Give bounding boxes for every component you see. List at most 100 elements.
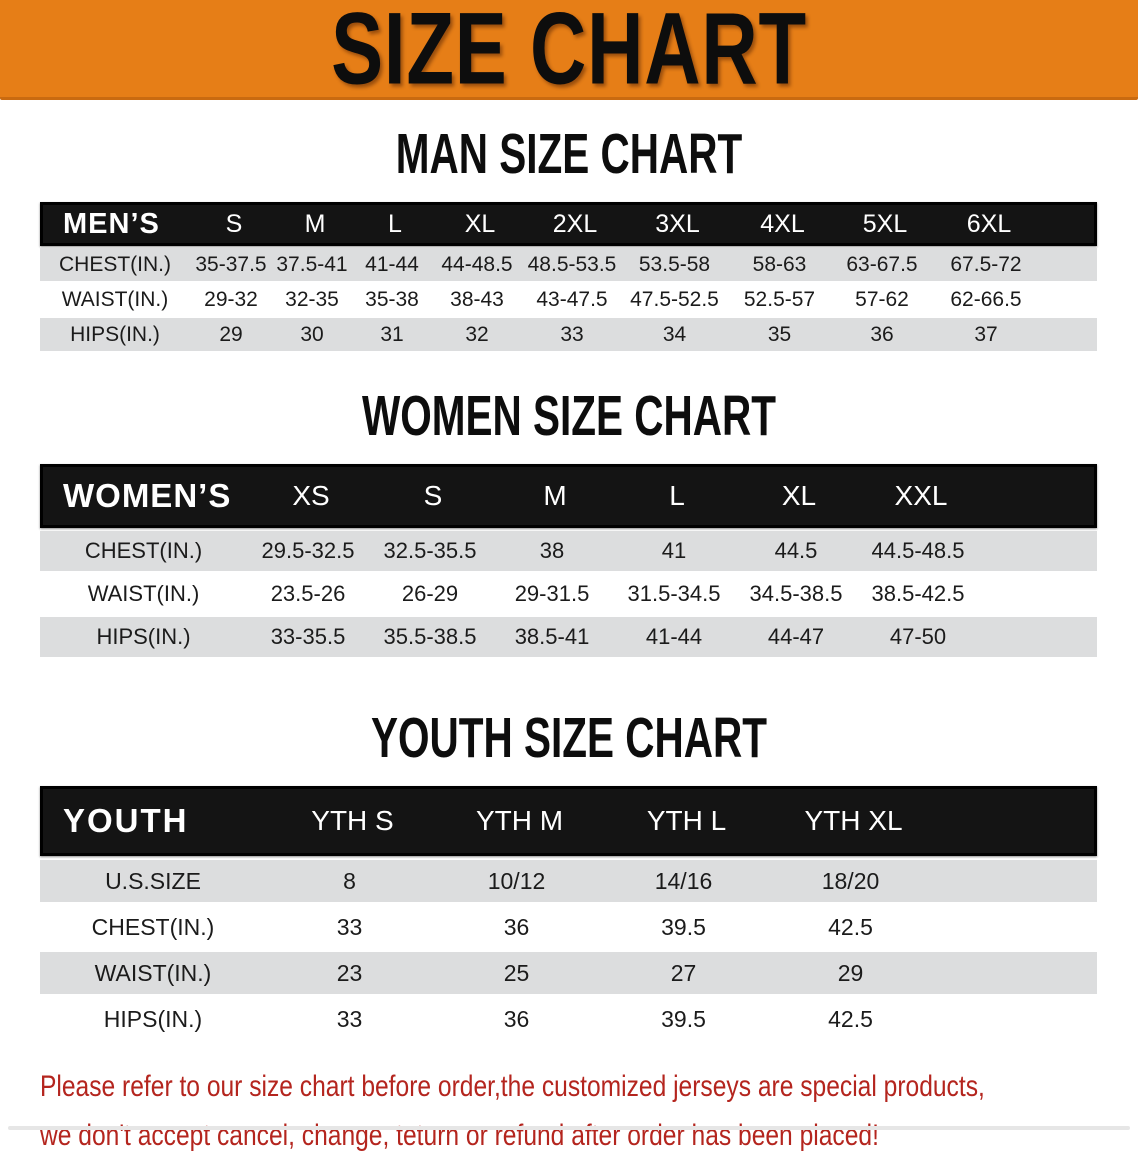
value-cell: 33 bbox=[560, 322, 584, 346]
value-cell: 42.5 bbox=[828, 1005, 873, 1032]
value-cell: 38.5-41 bbox=[514, 624, 590, 649]
size-column-header: YTH XL bbox=[804, 805, 903, 836]
value-cell: 18/20 bbox=[821, 867, 880, 894]
size-column-header: YTH L bbox=[646, 805, 727, 836]
value-cell: 44-48.5 bbox=[441, 252, 513, 276]
youth-table-corner-label: YOUTH bbox=[63, 802, 189, 839]
value-cell: 29-32 bbox=[204, 287, 258, 311]
row-label-cell: WAIST(IN.) bbox=[61, 287, 169, 311]
value-cell: 35-37.5 bbox=[195, 252, 267, 276]
bottom-divider bbox=[8, 1126, 1130, 1130]
value-cell: 44.5-48.5 bbox=[871, 538, 965, 563]
row-label-cell: CHEST(IN.) bbox=[84, 538, 203, 563]
value-cell: 36 bbox=[870, 322, 894, 346]
value-cell: 43-47.5 bbox=[536, 287, 608, 311]
youth-table-header-row: YOUTH YTH S YTH M YTH L YTH XL bbox=[40, 786, 1097, 856]
value-cell: 52.5-57 bbox=[743, 287, 816, 311]
men-table-row: HIPS(IN.) 29 30 31 32 33 34 35 36 37 bbox=[40, 318, 1097, 351]
women-size-chart-title-text: WOMEN SIZE CHART bbox=[361, 384, 776, 448]
row-label-cell: U.S.SIZE bbox=[105, 867, 201, 894]
banner-title: SIZE CHART bbox=[331, 0, 807, 106]
youth-size-table: YOUTH YTH S YTH M YTH L YTH XL U.S.SIZE 8 10/12… bbox=[40, 786, 1097, 1040]
value-cell: 34.5-38.5 bbox=[749, 581, 843, 606]
value-cell: 37 bbox=[974, 322, 998, 346]
value-cell: 29 bbox=[219, 322, 243, 346]
size-column-header: S bbox=[225, 209, 243, 238]
value-cell: 63-67.5 bbox=[846, 252, 918, 276]
size-column-header: 2XL bbox=[552, 209, 598, 238]
row-label-cell: WAIST(IN.) bbox=[94, 959, 212, 986]
value-cell: 35-38 bbox=[365, 287, 419, 311]
men-table-row: CHEST(IN.) 35-37.5 37.5-41 41-44 44-48.5 48.5… bbox=[40, 248, 1097, 281]
value-cell: 36 bbox=[503, 1005, 530, 1032]
women-table-corner-label: WOMEN’S bbox=[63, 477, 232, 514]
value-cell: 39.5 bbox=[661, 1005, 706, 1032]
size-column-header: M bbox=[304, 209, 326, 238]
value-cell: 41-44 bbox=[645, 624, 703, 649]
value-cell: 31 bbox=[380, 322, 404, 346]
size-chart-banner: SIZE CHART bbox=[0, 0, 1138, 100]
value-cell: 44.5 bbox=[774, 538, 818, 563]
women-size-chart-title: WOMEN SIZE CHART bbox=[0, 384, 1138, 448]
value-cell: 67.5-72 bbox=[950, 252, 1022, 276]
value-cell: 27 bbox=[670, 959, 697, 986]
women-table-row: HIPS(IN.) 33-35.5 35.5-38.5 38.5-41 41-44 44-… bbox=[40, 617, 1097, 657]
value-cell: 8 bbox=[343, 867, 356, 894]
value-cell: 29-31.5 bbox=[514, 581, 590, 606]
men-size-table: MEN’S S M L XL 2XL 3XL 4XL 5XL 6XL CHEST(IN.) 35-37… bbox=[40, 202, 1097, 351]
value-cell: 38 bbox=[539, 538, 565, 563]
youth-table-row: CHEST(IN.) 33 36 39.5 42.5 bbox=[40, 906, 1097, 948]
value-cell: 47-50 bbox=[889, 624, 947, 649]
value-cell: 25 bbox=[503, 959, 530, 986]
value-cell: 42.5 bbox=[828, 913, 873, 940]
row-label-cell: HIPS(IN.) bbox=[103, 1005, 203, 1032]
value-cell: 57-62 bbox=[855, 287, 909, 311]
row-label-cell: WAIST(IN.) bbox=[87, 581, 200, 606]
size-column-header: YTH S bbox=[311, 805, 394, 836]
women-size-table: WOMEN’S XS S M L XL XXL CHEST(IN.) 29.5-32.5 32.5… bbox=[40, 464, 1097, 657]
size-column-header: 6XL bbox=[966, 209, 1012, 238]
value-cell: 29 bbox=[837, 959, 864, 986]
size-column-header: M bbox=[543, 480, 567, 511]
size-column-header: YTH M bbox=[475, 805, 564, 836]
row-label-cell: CHEST(IN.) bbox=[59, 252, 171, 276]
youth-table-row: HIPS(IN.) 33 36 39.5 42.5 bbox=[40, 998, 1097, 1040]
value-cell: 29.5-32.5 bbox=[261, 538, 355, 563]
value-cell: 30 bbox=[300, 322, 324, 346]
man-size-chart-title-text: MAN SIZE CHART bbox=[395, 122, 743, 186]
value-cell: 33 bbox=[336, 913, 363, 940]
value-cell: 32.5-35.5 bbox=[383, 538, 477, 563]
men-table-header-row: MEN’S S M L XL 2XL 3XL 4XL 5XL 6XL bbox=[40, 202, 1097, 246]
youth-table-row: WAIST(IN.) 23 25 27 29 bbox=[40, 952, 1097, 994]
size-column-header: 4XL bbox=[760, 209, 805, 238]
women-table-header-row: WOMEN’S XS S M L XL XXL bbox=[40, 464, 1097, 528]
value-cell: 34 bbox=[662, 322, 687, 346]
size-column-header: XS bbox=[292, 480, 330, 511]
value-cell: 35.5-38.5 bbox=[383, 624, 477, 649]
value-cell: 26-29 bbox=[401, 581, 459, 606]
value-cell: 32-35 bbox=[285, 287, 339, 311]
value-cell: 32 bbox=[465, 322, 489, 346]
value-cell: 38-43 bbox=[450, 287, 504, 311]
youth-size-chart-title: YOUTH SIZE CHART bbox=[0, 706, 1138, 770]
value-cell: 10/12 bbox=[487, 867, 546, 894]
men-table-corner-label: MEN’S bbox=[63, 207, 160, 240]
size-column-header: L bbox=[388, 209, 402, 238]
value-cell: 41-44 bbox=[365, 252, 419, 276]
youth-size-chart-title-text: YOUTH SIZE CHART bbox=[370, 706, 767, 770]
disclaimer-line-2: we don't accept cancel, change, teturn o… bbox=[40, 1119, 879, 1152]
disclaimer-line-1: Please refer to our size chart before or… bbox=[40, 1070, 985, 1103]
youth-table-row: U.S.SIZE 8 10/12 14/16 18/20 bbox=[40, 860, 1097, 902]
value-cell: 14/16 bbox=[654, 867, 713, 894]
value-cell: 33-35.5 bbox=[270, 624, 346, 649]
value-cell: 44-47 bbox=[767, 624, 825, 649]
size-column-header: 5XL bbox=[862, 209, 908, 238]
size-column-header: XXL bbox=[894, 480, 948, 511]
size-column-header: XL bbox=[781, 480, 817, 511]
men-table-row: WAIST(IN.) 29-32 32-35 35-38 38-43 43-47.5 47.… bbox=[40, 283, 1097, 316]
size-column-header: 3XL bbox=[655, 209, 700, 238]
value-cell: 62-66.5 bbox=[950, 287, 1022, 311]
row-label-cell: CHEST(IN.) bbox=[91, 913, 215, 940]
value-cell: 36 bbox=[503, 913, 530, 940]
value-cell: 23 bbox=[336, 959, 363, 986]
